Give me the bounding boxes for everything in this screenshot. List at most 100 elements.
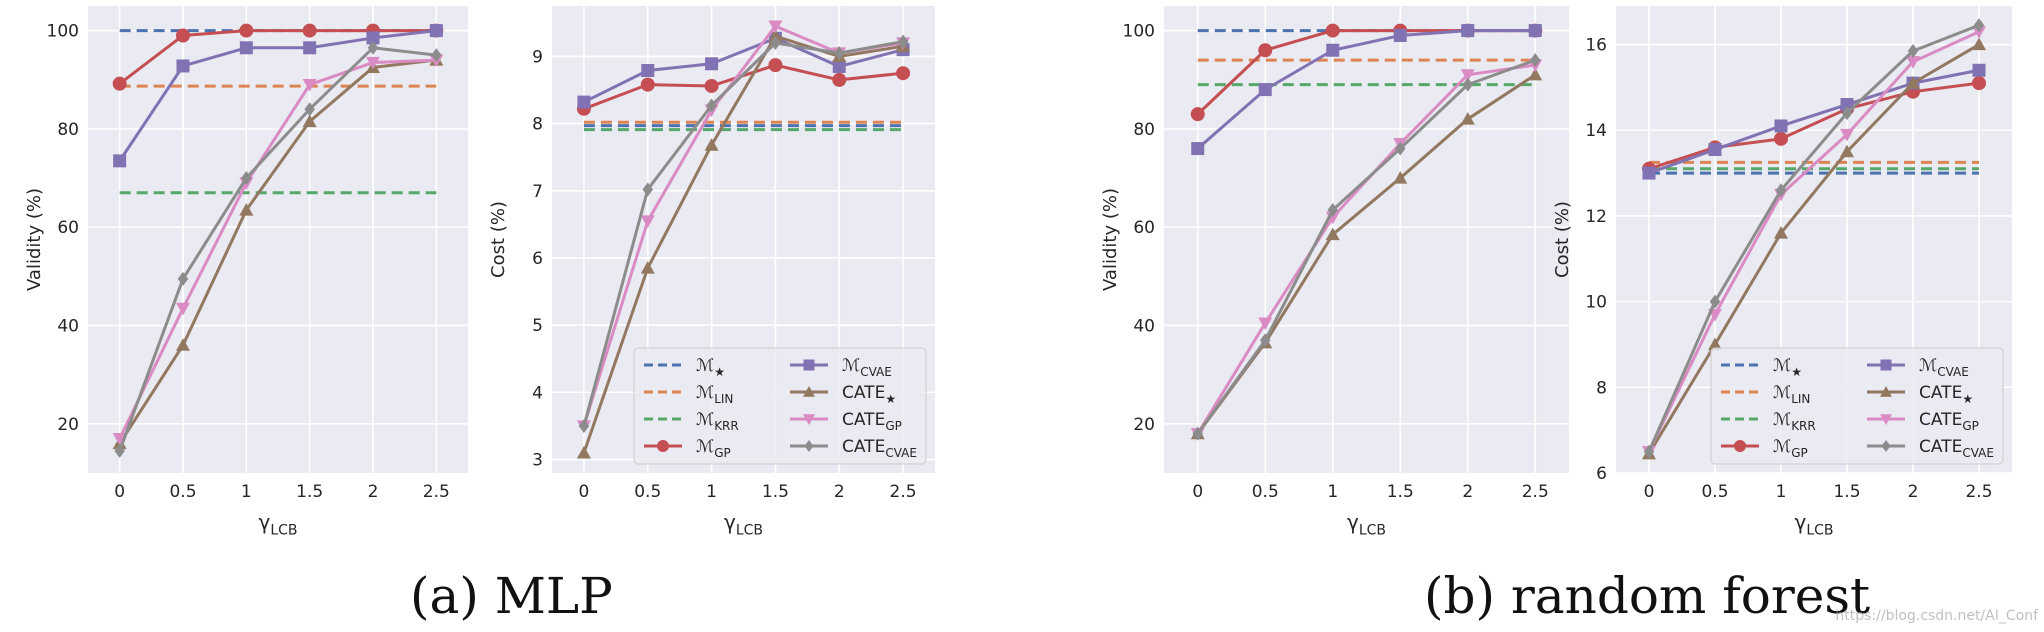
data-point-cate_gp [1258,317,1273,331]
data-point-cate_cvae [367,40,379,55]
data-point-cvae [176,59,190,73]
data-point-cate_star [768,29,783,42]
series-line-cate_star [1647,43,1980,455]
legend-label-cate_gp: CATEGP [1919,410,1979,433]
series-line-cvae [583,36,904,104]
data-point-cvae [1840,98,1854,112]
data-point-cate_star [1840,144,1854,158]
data-point-cvae [1326,43,1340,57]
data-point-cate_star [576,445,591,459]
data-point-cvae [1642,166,1656,180]
legend-marker-cate_gp [1880,414,1892,425]
data-point-cate_gp [366,56,380,70]
data-point-cvae [1528,24,1542,38]
legend-label-gp: ℳGP [1773,437,1808,460]
data-point-gp [832,72,847,87]
data-point-cate_star [1528,67,1543,81]
data-point-gp [768,58,783,73]
data-point-gp [176,28,190,43]
data-point-cvae [366,31,380,45]
x-axis-label: γLCB [724,510,763,539]
data-point-cate_star [704,138,719,151]
y-tick-label: 7 [532,182,543,202]
y-tick-label: 40 [57,317,79,337]
data-point-cate_cvae [578,418,590,433]
y-tick-label: 100 [47,22,79,42]
data-point-cate_cvae [177,271,189,286]
legend: ℳ★ ℳLIN ℳKRR ℳGP ℳCVAE CATE★ CATEGP CATECVAE [633,347,927,465]
x-tick-label: 2 [834,482,845,502]
data-point-cate_gp [1972,26,1986,39]
data-point-cate_cvae [834,46,845,61]
y-tick-label: 20 [1133,415,1155,435]
series-line-cate_cvae [582,40,904,427]
legend-label-cate_star: CATE★ [842,383,896,406]
data-point-cate_cvae [1841,106,1853,121]
data-point-gp [1258,43,1273,58]
x-tick-label: 1 [1776,482,1787,502]
data-point-cate_cvae [642,182,653,197]
data-point-gp [239,23,254,38]
data-point-cate_star [1325,227,1340,241]
plot-area [1164,6,1569,473]
y-axis-label: Validity (%) [1100,188,1121,291]
x-tick-label: 2 [1462,482,1473,502]
series-line-cate_star [118,58,437,445]
y-tick-label: 14 [1585,121,1607,141]
y-tick-label: 8 [532,115,543,135]
legend-marker-cate_cvae [1881,440,1891,452]
series-line-gp [1648,81,1980,171]
data-point-cvae [1708,143,1722,157]
legend-marker-cate_star [803,386,815,397]
data-point-cate_cvae [1973,18,1985,33]
x-tick-label: 2.5 [1522,482,1549,502]
panel-rf-cost: 0 0.5 1 1.5 2 2.5 6 8 10 12 14 16 γLCB Cost (%) ℳ★ ℳLIN… [1552,6,2012,539]
data-point-cvae [705,57,719,71]
data-point-cate_cvae [1775,183,1787,198]
data-point-gp [1190,107,1205,122]
y-tick-label: 9 [532,47,543,67]
data-point-cate_cvae [114,443,125,458]
x-tick-label: 1.5 [296,482,323,502]
data-point-cate_star [1906,76,1920,89]
data-point-cate_star [302,114,317,128]
x-tick-label: 2.5 [1965,482,1992,502]
series-line-cvae [118,29,437,162]
legend-label-cvae: ℳCVAE [1919,356,1969,379]
x-tick-label: 0 [579,482,590,502]
x-tick-label: 0.5 [169,482,196,502]
y-tick-label: 60 [1133,218,1155,238]
legend-marker-cvae [1880,359,1892,371]
data-point-gp [1972,76,1986,91]
data-point-cvae [577,95,591,109]
data-point-cvae [832,59,846,73]
legend-label-star: ℳ★ [696,356,725,379]
data-point-cvae [1191,142,1205,156]
y-axis-label: Cost (%) [488,201,509,278]
data-point-cate_cvae [1462,77,1473,92]
x-tick-label: 0.5 [1252,482,1279,502]
data-point-cate_cvae [897,34,909,49]
data-point-cate_star [1460,112,1475,125]
data-point-cate_cvae [241,171,252,186]
x-tick-label: 2 [1908,482,1919,502]
x-tick-label: 2 [368,482,379,502]
data-point-gp [640,77,655,92]
legend-marker-gp [657,440,669,452]
legend-marker-cate_gp [803,414,815,425]
data-point-cvae [303,41,317,55]
x-tick-label: 0 [114,482,125,502]
data-point-gp [1774,131,1788,146]
legend-label-star: ℳ★ [1773,356,1802,379]
series-line-cate_star [582,34,904,454]
y-tick-label: 10 [1585,293,1607,313]
data-point-cvae [1972,63,1986,77]
x-axis-label: γLCB [1794,510,1833,539]
series-line-cate_cvae [118,46,437,452]
data-point-cvae [1461,24,1475,38]
data-point-cvae [1393,28,1407,42]
data-point-cvae [239,41,253,55]
data-point-cate_gp [1906,56,1920,69]
y-tick-label: 5 [532,316,543,336]
x-tick-label: 0 [1644,482,1655,502]
